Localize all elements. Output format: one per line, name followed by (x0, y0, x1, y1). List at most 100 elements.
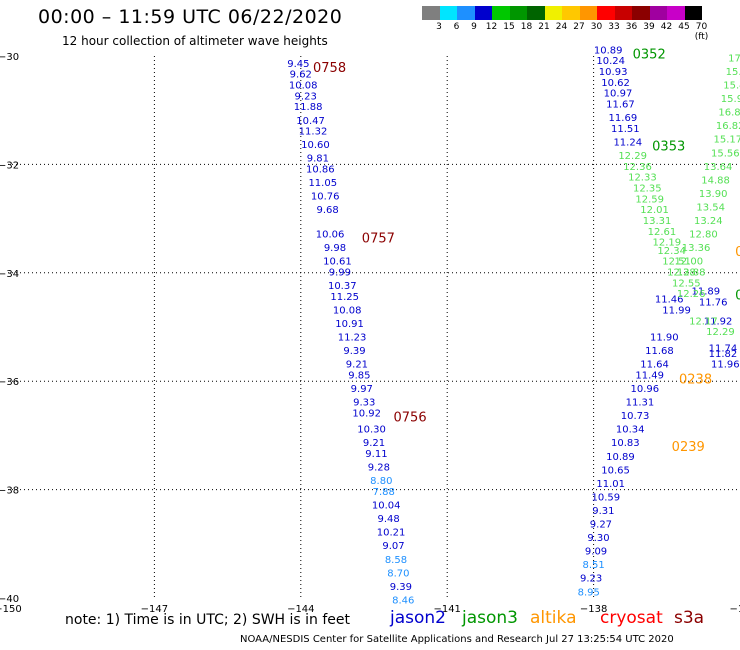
data-label: 10.47 (296, 116, 325, 127)
color-scale-label: 3 (436, 22, 442, 32)
data-label: 12.00 (674, 257, 703, 268)
pass-time-label: 0238 (735, 245, 740, 260)
color-scale-label: 18 (520, 22, 533, 32)
color-scale-label: 24 (555, 22, 568, 32)
data-label: 10.96 (631, 384, 660, 395)
color-scale-swatch (579, 6, 597, 20)
data-label: 12.55 (672, 278, 701, 289)
data-label: 10.08 (333, 305, 362, 316)
color-scale-label: 6 (453, 22, 460, 32)
color-scale-label: 42 (660, 22, 673, 32)
data-label: 10.61 (323, 257, 352, 268)
data-label: 9.27 (590, 520, 612, 531)
data-label: 10.06 (316, 230, 345, 241)
pass-time-label: 0757 (362, 232, 395, 247)
data-label: 11.82 (709, 349, 738, 360)
data-label: 12.26 (677, 289, 706, 300)
data-label: 9.81 (307, 154, 329, 165)
pass-time-label: 0354 (735, 288, 740, 303)
data-label: 13.54 (696, 202, 725, 213)
color-scale-swatch (544, 6, 562, 20)
data-label: 16.82 (716, 121, 740, 132)
color-scale-label: 15 (503, 22, 515, 32)
data-label: 9.33 (353, 398, 375, 409)
data-label: 10.30 (357, 425, 386, 436)
data-label: 12.29 (706, 327, 735, 338)
data-label: 12.38 (667, 268, 696, 279)
data-label: 10.89 (594, 45, 623, 56)
data-label: 12.35 (633, 184, 662, 195)
data-label: 9.48 (378, 514, 400, 525)
data-label: 14.88 (701, 175, 730, 186)
data-label: 8.70 (387, 568, 409, 579)
color-scale-swatch (527, 6, 545, 20)
data-label: 9.21 (363, 438, 385, 449)
data-label: 11.23 (338, 333, 367, 344)
data-label: 11.74 (709, 343, 738, 354)
data-label: 11.92 (704, 316, 733, 327)
data-label: 10.89 (606, 452, 635, 463)
data-label: 13.24 (694, 216, 723, 227)
data-label: 9.23 (295, 91, 317, 102)
color-scale-label: 33 (608, 22, 620, 32)
y-tick-label: −40 (0, 594, 19, 605)
data-label: 12.80 (689, 230, 718, 241)
data-label: 9.09 (585, 547, 607, 558)
pass-time-label: 0758 (313, 61, 346, 76)
data-label: 13.36 (682, 243, 711, 254)
color-scale-swatch (422, 6, 440, 20)
legend-altika: altika (530, 608, 577, 628)
y-tick-label: −34 (0, 269, 19, 280)
color-scale-label: 30 (590, 22, 603, 32)
color-scale-label: 27 (573, 22, 585, 32)
color-scale-swatch (492, 6, 510, 20)
pass-time-label: 0239 (672, 440, 705, 455)
legend-jason2: jason2 (390, 608, 446, 628)
data-label: 13.31 (643, 216, 672, 227)
data-label: 8.46 (392, 595, 414, 606)
color-scale-labels: 3 6 9 12 15 18 21 24 27 30 33 36 39 42 45 70 (ft) (422, 22, 740, 42)
data-label: 11.31 (626, 398, 655, 409)
data-label: 9.99 (329, 268, 351, 279)
data-label: 9.23 (580, 574, 602, 585)
data-label: 10.83 (611, 438, 640, 449)
data-label: 11.46 (655, 295, 684, 306)
color-scale-swatch (439, 6, 457, 20)
data-label: 10.65 (601, 465, 630, 476)
data-label: 12.59 (635, 194, 664, 205)
data-label: 9.07 (382, 541, 404, 552)
data-label: 10.59 (591, 492, 620, 503)
data-label: 9.98 (324, 243, 346, 254)
data-label: 12.33 (628, 173, 657, 184)
x-tick-label: −150 (0, 604, 22, 615)
color-scale-swatch (597, 6, 615, 20)
color-scale-label: 45 (678, 22, 690, 32)
data-label: 8.95 (578, 587, 600, 598)
data-label: 12.34 (657, 246, 686, 257)
color-scale-swatch (509, 6, 527, 20)
color-scale-label: 12 (485, 22, 498, 32)
y-tick-label: −30 (0, 52, 19, 63)
data-label: 12.88 (677, 268, 706, 279)
chart-subtitle: 12 hour collection of altimeter wave hei… (62, 34, 328, 48)
data-label: 11.76 (699, 297, 728, 308)
data-label: 15.40 (723, 81, 740, 92)
legend-jason3: jason3 (462, 608, 518, 628)
x-tick-label: −147 (141, 604, 168, 615)
data-label: 9.39 (390, 582, 412, 593)
data-label: 11.32 (299, 127, 328, 138)
data-label: 11.51 (611, 124, 640, 135)
color-scale-swatch (649, 6, 667, 20)
data-label: 12.17 (689, 316, 718, 327)
data-label: 10.37 (328, 281, 357, 292)
data-label: 10.04 (372, 501, 401, 512)
x-tick-label: −138 (580, 604, 607, 615)
color-scale-swatch (457, 6, 475, 20)
data-label: 10.21 (377, 528, 406, 539)
color-scale-swatch (562, 6, 580, 20)
color-scale-label: 9 (471, 22, 477, 32)
color-scale-swatch (614, 6, 632, 20)
color-scale-label: 36 (625, 22, 638, 32)
data-label: 9.45 (287, 59, 309, 70)
